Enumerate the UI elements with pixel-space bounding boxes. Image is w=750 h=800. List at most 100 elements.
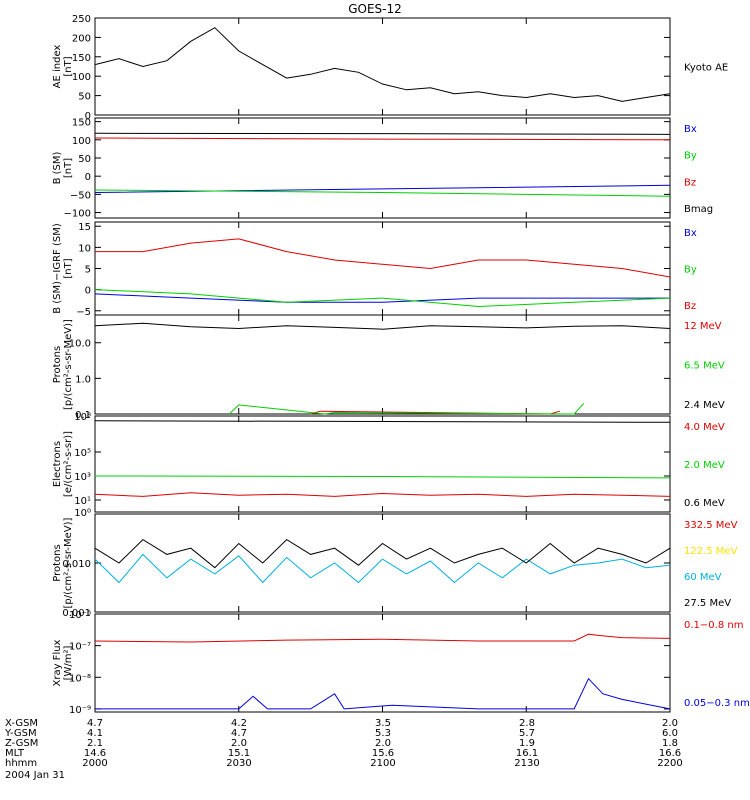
orbit-value: 2.0 [231,738,247,749]
y-tick-label: 50 [78,154,91,165]
panel-frame [94,221,671,316]
y-tick-label: 10⁻⁷ [69,642,91,653]
figure-title: GOES-12 [348,2,402,16]
y-axis-label: [nT] [63,258,74,278]
legend-entry: Bx [684,228,697,239]
legend-entry: 2.4 MeV [684,400,725,411]
orbit-value: 4.7 [231,728,247,739]
y-tick-label: 10.0 [69,339,91,350]
orbit-value: 2.0 [662,718,678,729]
orbit-value: 15.1 [228,748,250,759]
series-line-0-6-mev [94,420,671,423]
series-line-0-1-0-8-nm [94,633,671,643]
y-tick-label: 0.1 [75,410,91,421]
legend-entry: By [684,265,697,276]
series-line-bmag [94,132,671,135]
orbit-value: 3.5 [375,718,391,729]
legend-entry: 2.0 MeV [684,460,725,471]
y-tick-label: 150 [72,53,91,64]
series-line-bz [95,238,671,278]
series-line-bx [94,184,671,193]
orbit-value: 16.6 [659,748,681,759]
legend-entry: Bmag [684,204,713,215]
y-axis-label: Electrons [52,441,63,487]
y-tick-label: 10⁸ [74,412,91,423]
y-tick-label: 1.0 [75,374,91,385]
panel-protons: 0.1 1.0 10.0 Protons [p/(cm²-s-sr-MeV)] 12 Me… [52,314,725,421]
y-tick-label: 50 [78,92,91,103]
orbit-value: 5.3 [375,728,391,739]
panel-frame [94,613,671,713]
legend-entry: Kyoto AE [684,63,728,74]
orbit-value: 2.0 [375,738,391,749]
orbit-value: 4.1 [87,728,103,739]
y-tick-label: 10⁻⁶ [69,610,91,621]
y-tick-label: 250 [72,14,91,25]
series-line-bz [94,137,671,141]
series-line-bx [94,293,670,303]
orbit-row-label: X-GSM [5,718,38,729]
orbit-value: 4.7 [87,718,103,729]
legend-entry: Bx [684,124,697,135]
orbit-value: 1.9 [519,738,535,749]
y-axis-label: AE index [52,45,63,89]
series-line-6-5-mev [228,402,585,415]
orbit-row-label: Z-GSM [5,738,38,749]
y-tick-label: −50 [70,190,91,201]
y-tick-label: 100 [72,136,91,147]
orbit-row-label: Y-GSM [4,728,37,739]
y-axis-label: Xray Flux [52,639,63,686]
legend-entry: 0.05−0.3 nm [684,698,750,709]
y-tick-label: 100 [72,72,91,83]
y-tick-label: 15 [78,222,91,233]
y-tick-label: 150 [72,118,91,129]
series-line-2-4-mev [94,322,671,330]
y-axis-label: B (SM)−IGRF (SM) [52,223,63,314]
y-tick-label: 200 [72,33,91,44]
y-axis-label: [W/m²] [63,645,74,680]
orbit-value: 6.0 [662,728,678,739]
y-axis-label: B (SM) [52,151,63,184]
panel-b: −100 −50 0 50 100 150 B (SM) [nT] Bx By Bz Bmag [52,117,713,220]
orbit-value: 5.7 [519,728,535,739]
orbit-value: 14.6 [84,748,106,759]
legend-entry: 27.5 MeV [684,598,731,609]
orbit-value: 2.1 [87,738,103,749]
y-tick-label: 10⁻⁸ [69,673,91,684]
y-axis-label: [p/(cm²-s-sr-MeV)] [63,517,74,608]
y-tick-label: 5 [85,265,91,276]
orbit-value: 15.6 [372,748,394,759]
y-tick-label: 10 [78,243,91,254]
legend-entry: 0.1−0.8 nm [684,620,743,631]
y-axis-label: Protons [52,544,63,581]
legend-entry: 60 MeV [684,572,722,583]
series-line-27-5-mev [94,538,671,569]
orbit-value: 1.8 [662,738,678,749]
orbit-row-label: MLT [5,748,25,759]
y-tick-label: 0.001 [62,608,91,619]
y-axis-label: [p/(cm²-s-sr-MeV)] [63,319,74,410]
legend-entry: 332.5 MeV [684,520,738,531]
orbit-value: 2100 [370,758,395,769]
y-axis-label: [nT] [63,158,74,178]
legend-entry: Bz [684,177,696,188]
y-tick-label: 10³ [74,472,91,483]
series-line-2-0-mev [94,475,671,479]
y-tick-label: 0 [85,111,91,122]
orbit-value: 16.1 [516,748,538,759]
panel-ae: 0 50 100 150 200 250 AE index [nT] Kyoto AE [52,14,728,122]
legend-entry: 0.6 MeV [684,498,725,509]
panel-frame [94,17,671,116]
panel-xray: 10⁻⁹ 10⁻⁸ 10⁻⁷ 10⁻⁶ Xray Flux [W/m²] 0.1−0.8 n… [52,610,750,716]
series-line-by [94,189,671,197]
legend-entry: 6.5 MeV [684,361,725,372]
y-tick-label: 10¹ [74,496,91,507]
y-tick-label: 0.010 [62,559,91,570]
orbit-value: 4.2 [231,718,247,729]
series-line-60-mev [94,553,671,584]
series-line-kyoto-ae [94,27,671,102]
y-tick-label: 10⁻⁹ [69,705,91,716]
